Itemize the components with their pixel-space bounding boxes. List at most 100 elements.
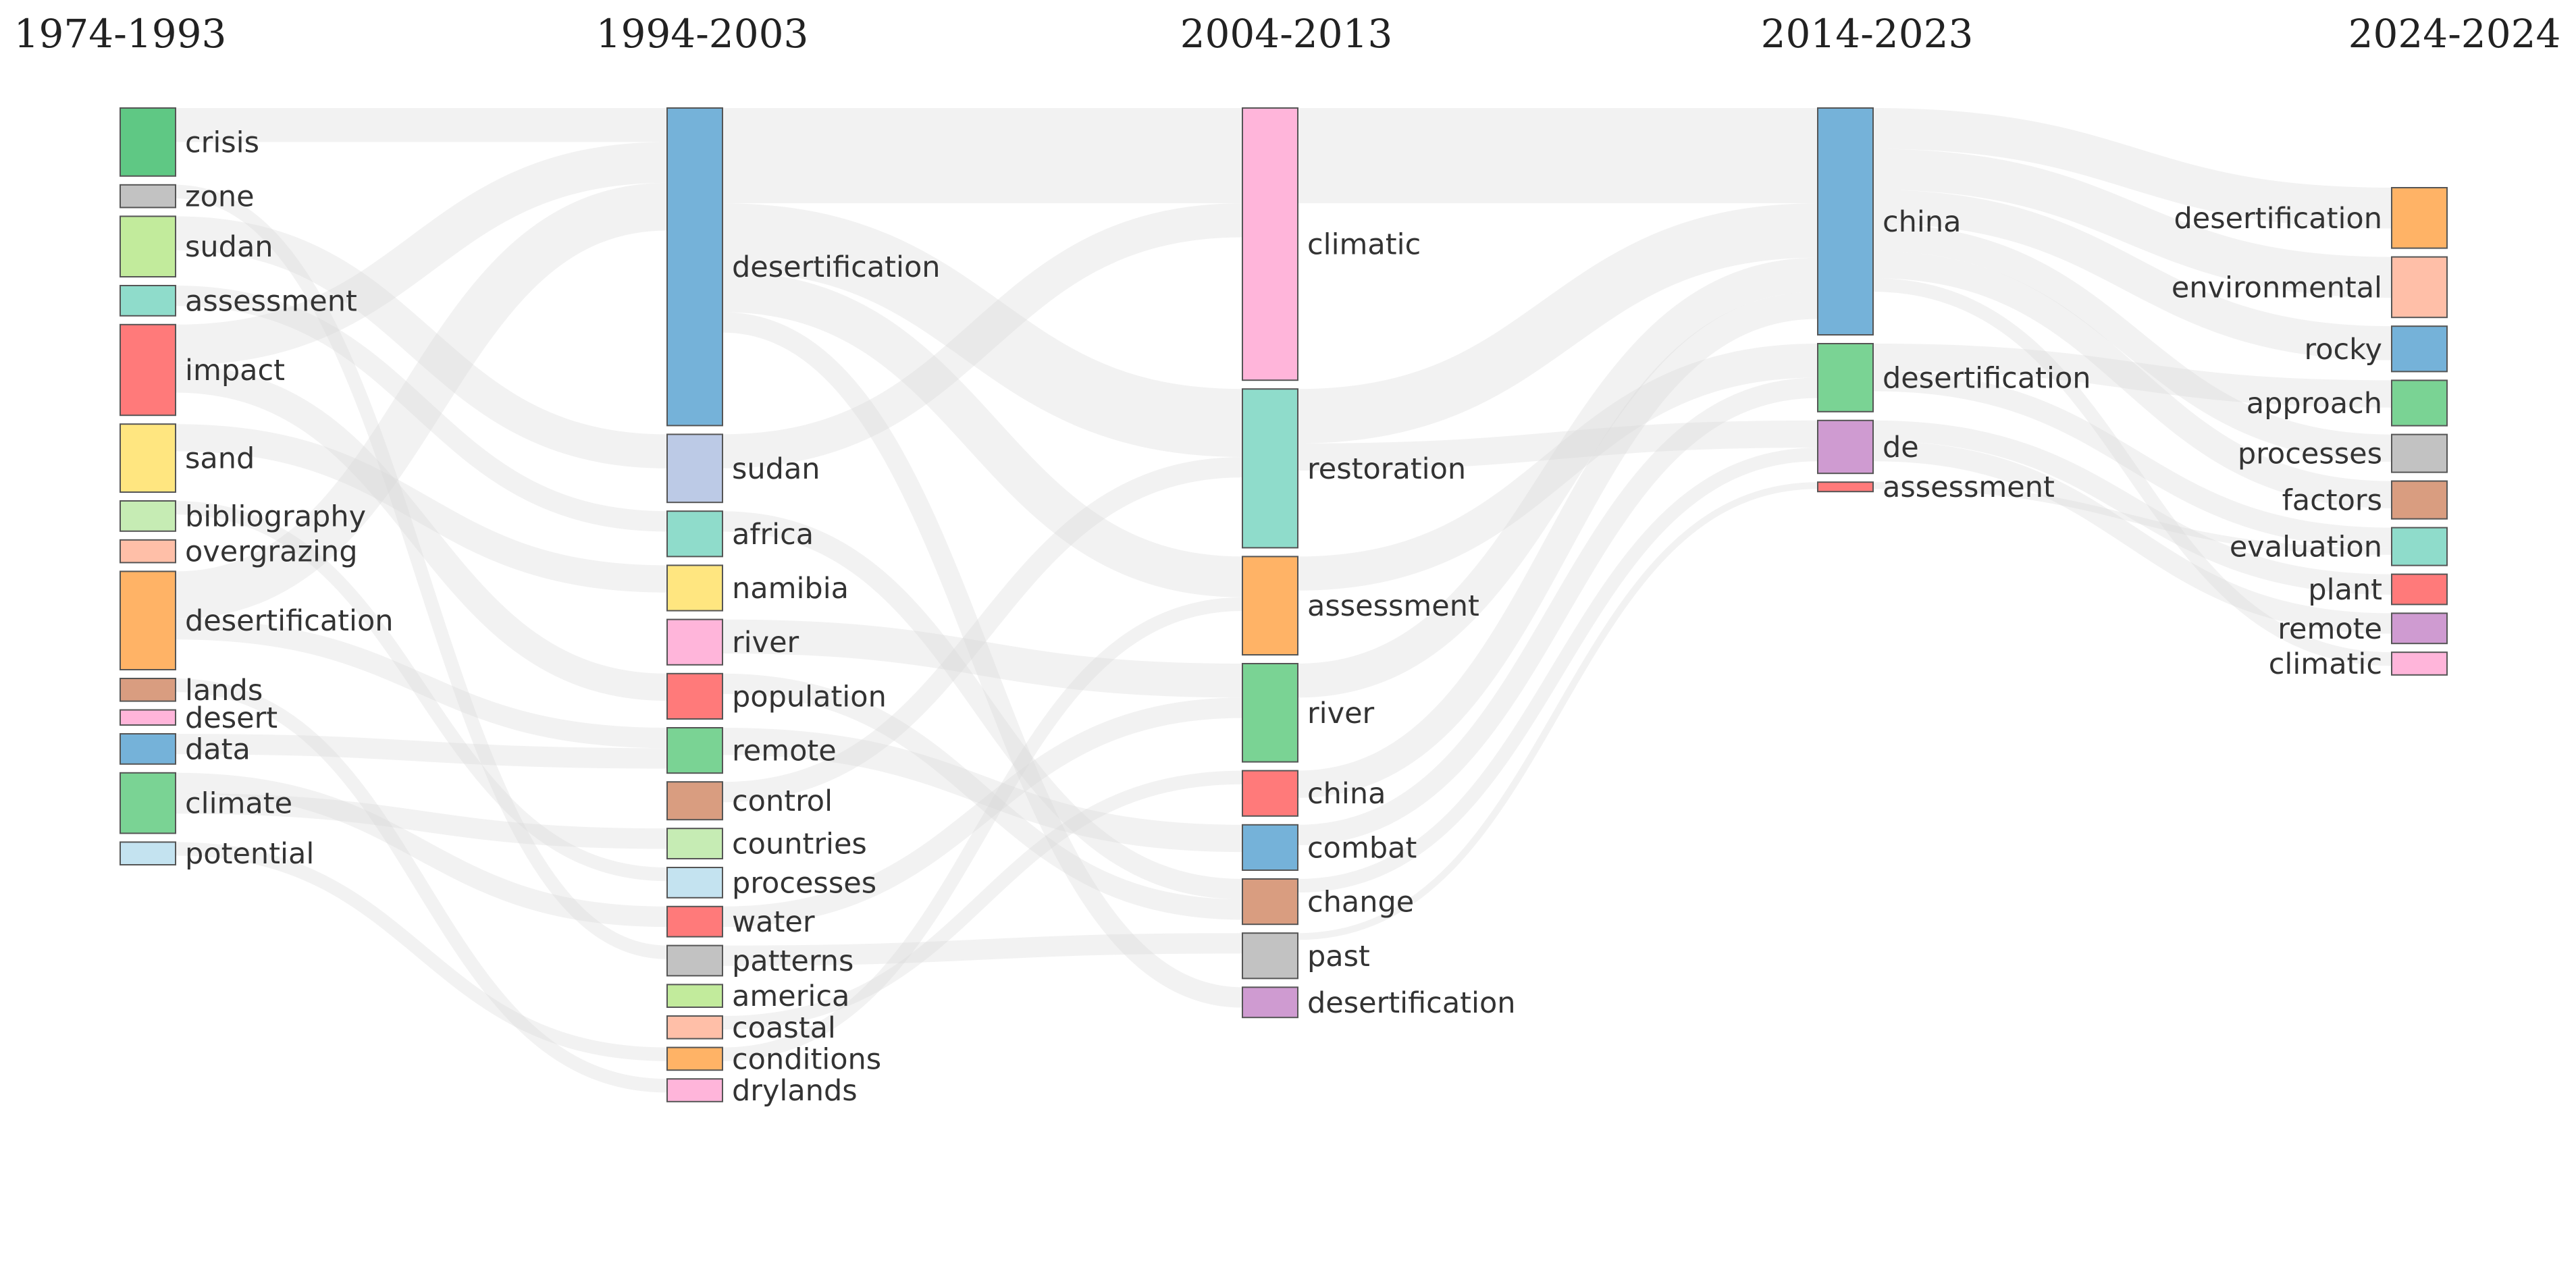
sankey-node-bar (120, 678, 176, 702)
sankey-link (1872, 278, 2392, 666)
sankey-node-bar (120, 285, 176, 317)
sankey-node-bar (666, 944, 723, 977)
sankey-node-label: conditions (732, 1042, 881, 1076)
sankey-node-bar (1242, 878, 1298, 926)
sankey-node-bar (666, 828, 723, 859)
sankey-link (1872, 420, 2392, 595)
sankey-node-label: china (1883, 205, 1961, 239)
sankey-node-label: bibliography (185, 500, 366, 533)
sankey-node-bar (666, 905, 723, 938)
sankey-link (175, 772, 668, 928)
sankey-node-label: coastal (732, 1011, 836, 1045)
sankey-node-label: sudan (732, 452, 820, 486)
sankey-node-bar (120, 772, 176, 834)
sankey-link (722, 697, 1243, 928)
sankey-node-label: remote (2278, 612, 2382, 646)
sankey-node-label: climatic (2269, 647, 2382, 681)
sankey-node-bar (120, 215, 176, 277)
sankey-node-bar (1242, 663, 1298, 763)
sankey-node-bar (666, 107, 723, 427)
sankey-node-label: desertification (732, 250, 941, 284)
sankey-node-label: drylands (732, 1074, 858, 1108)
sankey-link (722, 271, 1243, 597)
sankey-link (175, 734, 668, 769)
sankey-node-bar (1242, 986, 1298, 1019)
sankey-node-label: plant (2308, 573, 2382, 607)
period-title: 2014-2023 (1761, 11, 1974, 57)
sankey-node-bar (2391, 433, 2448, 473)
sankey-node-label: overgrazing (185, 535, 358, 569)
sankey-node-bar (120, 500, 176, 532)
sankey-link (175, 142, 668, 366)
sankey-link (1872, 189, 2392, 360)
sankey-node-label: assessment (185, 284, 357, 318)
sankey-link (175, 365, 668, 701)
sankey-link (722, 728, 1243, 853)
sankey-node-label: environmental (2172, 271, 2382, 304)
sankey-link (1297, 344, 1818, 591)
sankey-node-label: restoration (1307, 452, 1466, 486)
sankey-node-label: desert (185, 701, 278, 735)
sankey-link (1872, 250, 2392, 508)
sankey-node-label: climate (185, 787, 292, 821)
sankey-node-bar (2391, 573, 2448, 606)
sankey-node-label: data (185, 732, 251, 766)
sankey-link (175, 184, 668, 959)
sankey-node-bar (1817, 107, 1874, 336)
sankey-node-label: evaluation (2230, 531, 2382, 564)
sankey-node-bar (1817, 419, 1874, 475)
period-title: 1974-1993 (14, 11, 227, 57)
sankey-node-label: control (732, 784, 833, 818)
sankey-node-bar (120, 423, 176, 493)
sankey-node-bar (1242, 932, 1298, 980)
sankey-node-bar (120, 733, 176, 765)
sankey-link (1872, 149, 2392, 298)
sankey-node-label: combat (1307, 831, 1417, 865)
links-layer (175, 107, 2392, 1093)
period-title: 2004-2013 (1180, 11, 1393, 57)
sankey-node-label: patterns (732, 944, 853, 978)
sankey-node-bar (2391, 527, 2448, 566)
sankey-link (175, 842, 668, 1061)
sankey-link (1297, 420, 1818, 471)
sankey-node-bar (2391, 612, 2448, 645)
sankey-node-bar (120, 107, 176, 177)
sankey-node-bar (1242, 770, 1298, 817)
sankey-node-label: sudan (185, 230, 273, 264)
sankey-node-label: desertification (1883, 361, 2091, 395)
sankey-node-bar (1242, 824, 1298, 872)
sankey-node-bar (666, 1078, 723, 1102)
sankey-node-label: change (1307, 886, 1414, 919)
sankey-node-label: desertification (1307, 986, 1516, 1020)
sankey-node-bar (666, 618, 723, 666)
sankey-link (1872, 441, 2392, 634)
sankey-node-bar (666, 727, 723, 774)
sankey-node-bar (1242, 107, 1298, 381)
sankey-node-bar (120, 323, 176, 417)
sankey-node-label: desertification (2174, 202, 2382, 236)
sankey-link (175, 793, 668, 849)
sankey-link (722, 203, 1243, 457)
sankey-node-label: rocky (2305, 333, 2383, 367)
sankey-node-label: africa (732, 518, 814, 552)
sankey-link (722, 511, 1243, 900)
sankey-link (1297, 377, 1818, 846)
sankey-link (175, 678, 668, 1093)
sankey-node-label: china (1307, 777, 1386, 811)
sankey-node-bar (666, 1046, 723, 1071)
sankey-node-bar (1242, 556, 1298, 656)
sankey-link (722, 673, 1243, 920)
sankey-node-bar (120, 184, 176, 209)
sankey-node-bar (666, 1015, 723, 1040)
period-title: 2024-2024 (2348, 11, 2561, 57)
sankey-node-bar (2391, 379, 2448, 427)
sankey-node-bar (120, 841, 176, 866)
sankey-node-bar (1817, 343, 1874, 412)
sankey-node-bar (666, 510, 723, 558)
sankey-node-label: river (732, 626, 799, 660)
period-titles: 1974-1993 1994-2003 2004-2013 2014-2023 2024… (14, 11, 2561, 57)
sankey-link (1872, 108, 2392, 229)
sankey-link (722, 933, 1243, 966)
sankey-link (175, 216, 668, 469)
sankey-link (722, 770, 1243, 1030)
